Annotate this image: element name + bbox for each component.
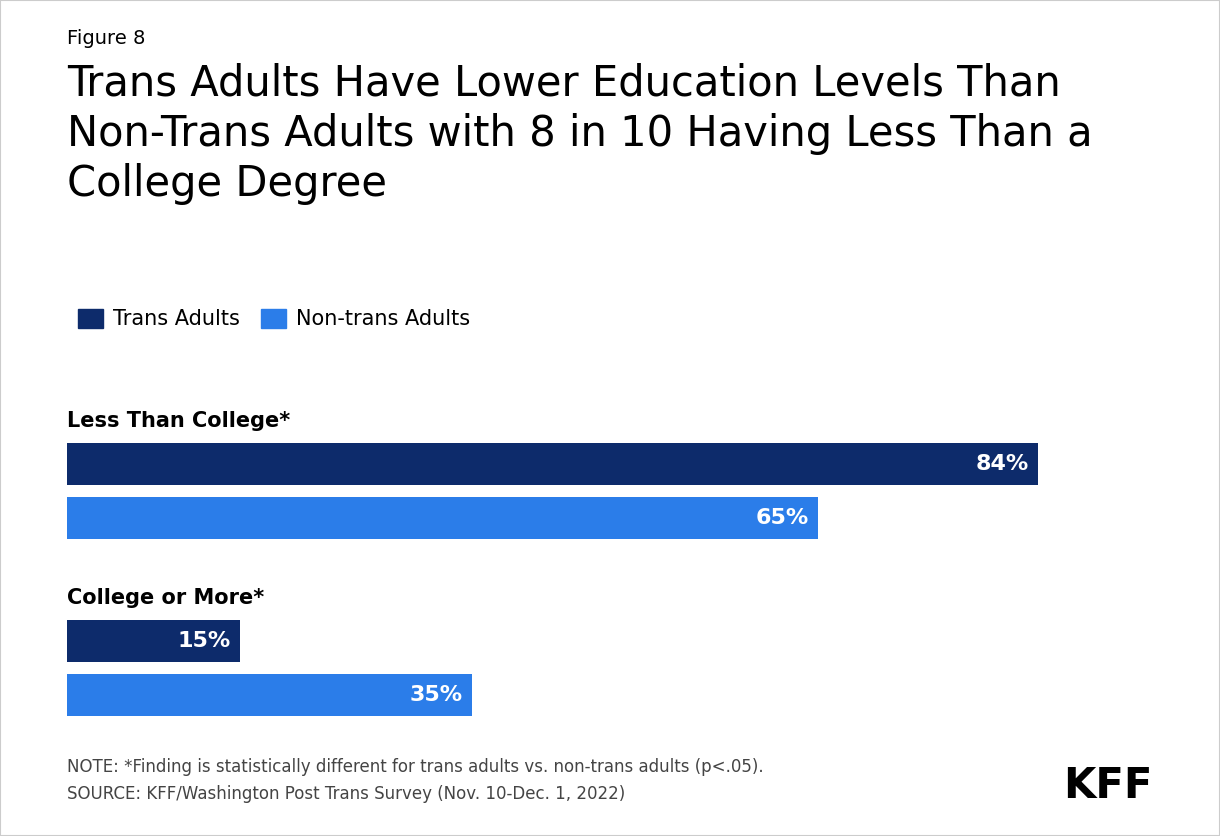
- Text: College or More*: College or More*: [67, 589, 265, 609]
- Bar: [67, 497, 819, 539]
- Text: 15%: 15%: [178, 631, 232, 651]
- Text: Less Than College*: Less Than College*: [67, 411, 290, 431]
- Bar: [67, 443, 1038, 485]
- Text: 65%: 65%: [756, 507, 809, 528]
- Text: KFF: KFF: [1064, 765, 1153, 807]
- Text: NOTE: *Finding is statistically different for trans adults vs. non-trans adults : NOTE: *Finding is statistically differen…: [67, 758, 764, 803]
- Text: Figure 8: Figure 8: [67, 29, 145, 48]
- Bar: [67, 619, 240, 662]
- Text: Trans Adults Have Lower Education Levels Than
Non-Trans Adults with 8 in 10 Havi: Trans Adults Have Lower Education Levels…: [67, 63, 1093, 205]
- Text: 35%: 35%: [409, 685, 462, 705]
- Bar: [67, 674, 472, 716]
- Text: 84%: 84%: [976, 454, 1028, 474]
- Legend: Trans Adults, Non-trans Adults: Trans Adults, Non-trans Adults: [78, 309, 470, 329]
